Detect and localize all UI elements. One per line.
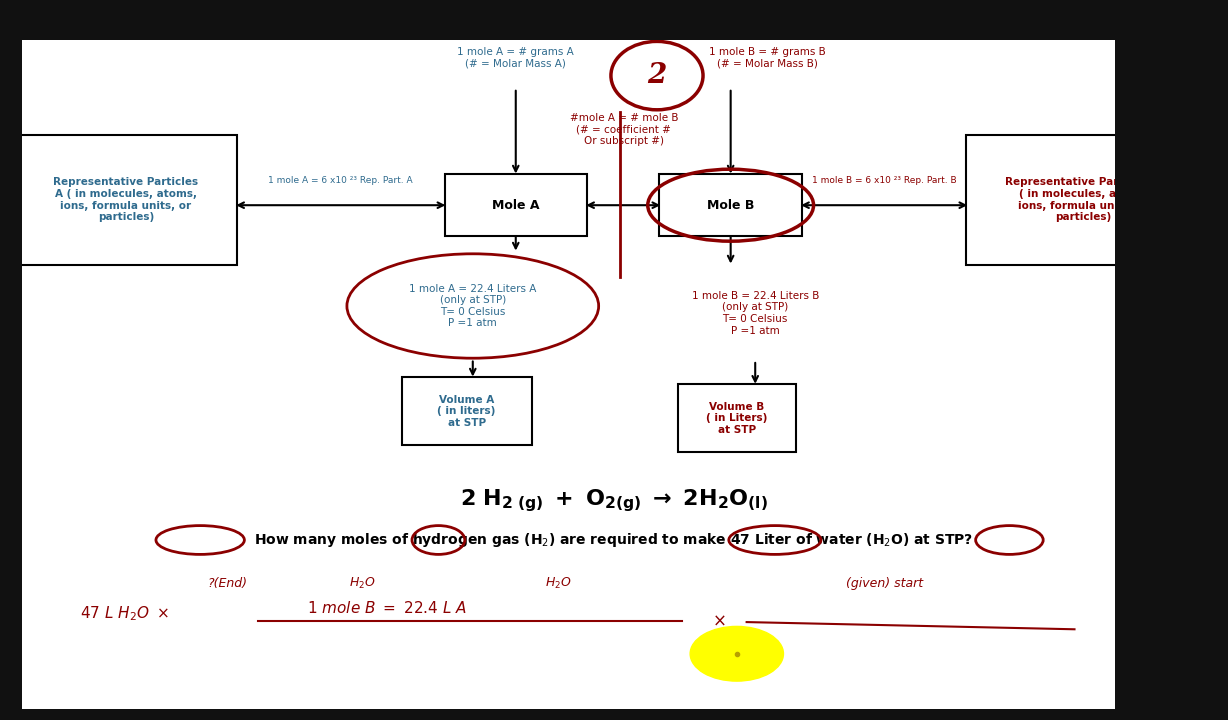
Text: Mole A: Mole A xyxy=(492,199,539,212)
Text: 1 mole B = # grams B
(# = Molar Mass B): 1 mole B = # grams B (# = Molar Mass B) xyxy=(709,47,826,68)
Text: $H_2O$: $H_2O$ xyxy=(349,576,376,590)
Text: Representative Particles
A ( in molecules, atoms,
ions, formula units, or
partic: Representative Particles A ( in molecule… xyxy=(53,177,199,222)
Text: Mole B: Mole B xyxy=(707,199,754,212)
FancyBboxPatch shape xyxy=(445,174,587,236)
Text: 1 mole A = 22.4 Liters A
(only at STP)
T= 0 Celsius
P =1 atm: 1 mole A = 22.4 Liters A (only at STP) T… xyxy=(409,284,537,328)
Text: 1 mole B = 6 x10 ²³ Rep. Part. B: 1 mole B = 6 x10 ²³ Rep. Part. B xyxy=(812,176,957,185)
Text: 1 mole A = 6 x10 ²³ Rep. Part. A: 1 mole A = 6 x10 ²³ Rep. Part. A xyxy=(269,176,413,185)
Text: ?(End): ?(End) xyxy=(208,577,247,590)
Circle shape xyxy=(690,626,783,681)
Bar xyxy=(0,709,1228,720)
Text: $\times$: $\times$ xyxy=(711,611,726,629)
Text: 1 mole A = # grams A
(# = Molar Mass A): 1 mole A = # grams A (# = Molar Mass A) xyxy=(457,47,575,68)
Bar xyxy=(0,0,22,720)
Text: $H_2O$: $H_2O$ xyxy=(545,576,572,590)
Text: 1 mole B = 22.4 Liters B
(only at STP)
T= 0 Celsius
P =1 atm: 1 mole B = 22.4 Liters B (only at STP) T… xyxy=(691,291,819,336)
Text: #mole A = # mole B
(# = coefficient #
Or subscript #): #mole A = # mole B (# = coefficient # Or… xyxy=(570,113,678,146)
Text: (given) start: (given) start xyxy=(846,577,922,590)
Text: Representative Particles B
( in molecules, atoms,
ions, formula units, or
partic: Representative Particles B ( in molecule… xyxy=(1006,177,1162,222)
FancyBboxPatch shape xyxy=(15,135,237,265)
Text: Volume A
( in liters)
at STP: Volume A ( in liters) at STP xyxy=(437,395,496,428)
FancyBboxPatch shape xyxy=(659,174,802,236)
Text: $1\ mole\ B\ =\ 22.4\ L\ A$: $1\ mole\ B\ =\ 22.4\ L\ A$ xyxy=(307,600,467,616)
Bar xyxy=(1115,0,1228,720)
Text: $47\ L\ H_2O\ \times$: $47\ L\ H_2O\ \times$ xyxy=(80,604,169,623)
Text: $\mathbf{2\ H_{2\ (g)}\ +\ O_{2(g)}\ \rightarrow\ 2H_2O_{(l)}}$: $\mathbf{2\ H_{2\ (g)}\ +\ O_{2(g)}\ \ri… xyxy=(460,487,768,514)
FancyBboxPatch shape xyxy=(402,377,532,445)
Text: Volume B
( in Liters)
at STP: Volume B ( in Liters) at STP xyxy=(706,402,768,435)
Text: 2: 2 xyxy=(647,62,667,89)
FancyBboxPatch shape xyxy=(966,135,1201,265)
Bar xyxy=(0,0,1228,40)
Bar xyxy=(18,7,1117,713)
Text: How many moles of hydrogen gas (H$_2$) are required to make 47 Liter of water (H: How many moles of hydrogen gas (H$_2$) a… xyxy=(254,531,974,549)
FancyBboxPatch shape xyxy=(678,384,796,452)
